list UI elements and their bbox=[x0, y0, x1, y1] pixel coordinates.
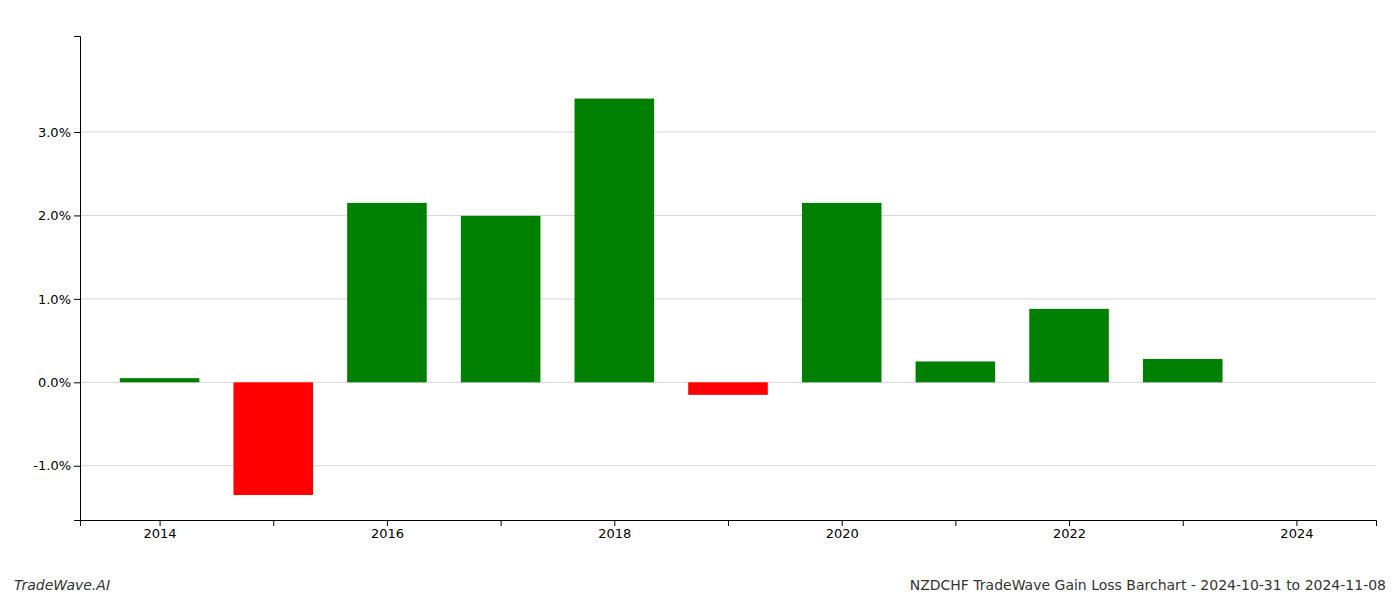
bar bbox=[916, 361, 996, 382]
x-tick-mark bbox=[728, 520, 729, 526]
x-tick-mark bbox=[955, 520, 956, 526]
y-tick-label: 0.0% bbox=[38, 375, 71, 390]
x-tick: 2014 bbox=[144, 520, 177, 541]
y-tick-label: -1.0% bbox=[33, 458, 71, 473]
bar bbox=[347, 203, 427, 382]
chart: 2014 2016 2018 2020 2022 2024 -1.0% 0.0% 1.0% 2.0… bbox=[0, 0, 1400, 600]
bar bbox=[575, 99, 655, 383]
x-tick-mark bbox=[1296, 520, 1297, 526]
y-axis: -1.0% 0.0% 1.0% 2.0% 3.0% bbox=[33, 37, 80, 521]
x-tick bbox=[728, 520, 729, 526]
x-tick-mark bbox=[1069, 520, 1070, 526]
grid-line bbox=[80, 131, 1376, 132]
x-axis: 2014 2016 2018 2020 2022 2024 bbox=[81, 520, 1377, 541]
x-tick-label: 2018 bbox=[598, 526, 631, 541]
y-tick-mark bbox=[74, 215, 80, 216]
x-tick-mark bbox=[387, 520, 388, 526]
x-tick: 2020 bbox=[826, 520, 859, 541]
y-tick-mark bbox=[74, 132, 80, 133]
x-tick: 2016 bbox=[371, 520, 404, 541]
x-tick-mark bbox=[160, 520, 161, 526]
x-tick-mark bbox=[273, 520, 274, 526]
x-tick-label: 2014 bbox=[144, 526, 177, 541]
bars bbox=[120, 99, 1223, 495]
y-tick: -1.0% bbox=[33, 458, 80, 473]
y-axis-line bbox=[74, 37, 81, 521]
bar bbox=[1029, 309, 1109, 382]
y-tick: 1.0% bbox=[38, 292, 80, 307]
y-tick-mark bbox=[74, 382, 80, 383]
x-tick-mark bbox=[501, 520, 502, 526]
grid-line bbox=[80, 298, 1376, 299]
footer-right: NZDCHF TradeWave Gain Loss Barchart - 20… bbox=[910, 577, 1386, 593]
x-tick-label: 2016 bbox=[371, 526, 404, 541]
y-tick: 2.0% bbox=[38, 208, 80, 223]
bar bbox=[233, 382, 313, 495]
y-tick-mark bbox=[74, 299, 80, 300]
y-tick-mark bbox=[74, 466, 80, 467]
y-tick-label: 2.0% bbox=[38, 208, 71, 223]
x-tick bbox=[955, 520, 956, 526]
plot: 2014 2016 2018 2020 2022 2024 -1.0% 0.0% 1.0% 2.0… bbox=[33, 37, 1376, 542]
grid-line bbox=[80, 215, 1376, 216]
x-tick-label: 2024 bbox=[1280, 526, 1313, 541]
x-tick-label: 2020 bbox=[826, 526, 859, 541]
x-axis-line bbox=[81, 521, 1377, 527]
bar bbox=[802, 203, 882, 382]
y-tick: 3.0% bbox=[38, 125, 80, 140]
x-tick bbox=[273, 520, 274, 526]
x-tick-mark bbox=[842, 520, 843, 526]
x-tick-mark bbox=[614, 520, 615, 526]
y-tick: 0.0% bbox=[38, 375, 80, 390]
bar bbox=[1143, 359, 1223, 382]
bar bbox=[120, 378, 200, 382]
x-tick-mark bbox=[1183, 520, 1184, 526]
x-tick: 2022 bbox=[1053, 520, 1086, 541]
x-tick bbox=[1183, 520, 1184, 526]
x-tick: 2024 bbox=[1280, 520, 1313, 541]
y-tick-label: 1.0% bbox=[38, 292, 71, 307]
x-tick-label: 2022 bbox=[1053, 526, 1086, 541]
y-tick-label: 3.0% bbox=[38, 125, 71, 140]
x-tick bbox=[501, 520, 502, 526]
footer-left: TradeWave.AI bbox=[14, 577, 110, 593]
x-tick: 2018 bbox=[598, 520, 631, 541]
bar bbox=[688, 382, 768, 395]
bar bbox=[461, 216, 541, 382]
